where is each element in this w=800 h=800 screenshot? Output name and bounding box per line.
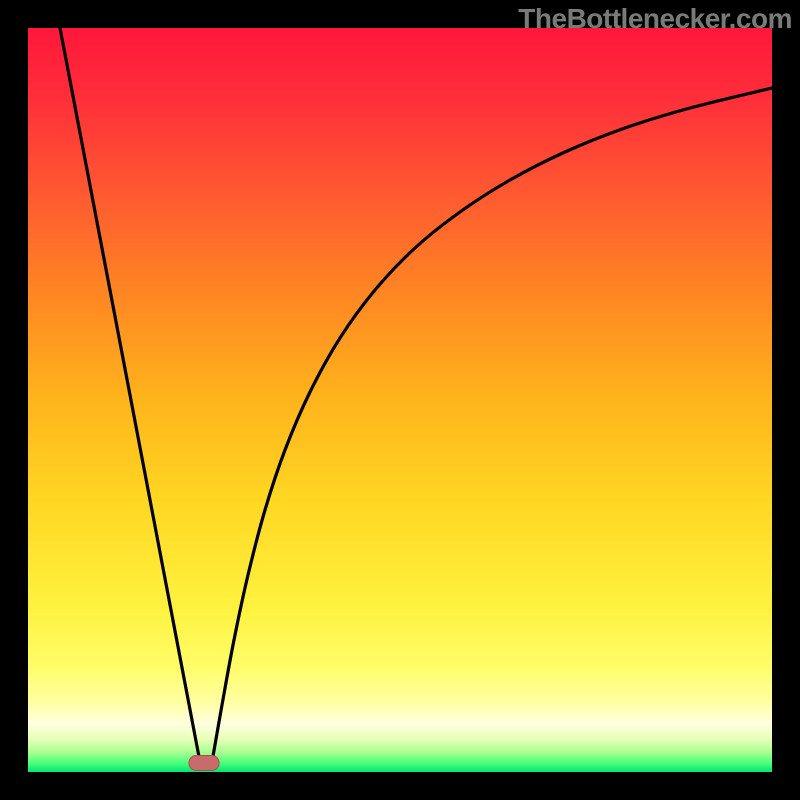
watermark-text: TheBottlenecker.com: [518, 3, 792, 35]
chart-canvas: TheBottlenecker.com: [0, 0, 800, 800]
plot-background: [28, 28, 772, 772]
minimum-marker: [189, 756, 219, 771]
bottleneck-curve-chart: [0, 0, 800, 800]
